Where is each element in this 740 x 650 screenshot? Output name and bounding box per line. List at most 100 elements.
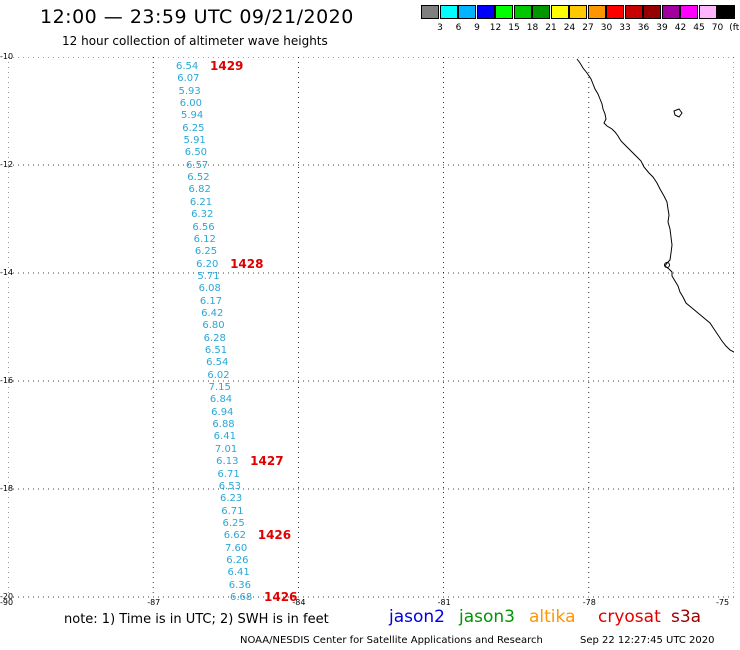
colorbar-swatch (421, 5, 439, 19)
colorbar-label: 70 (711, 23, 724, 33)
latitude-label: -14 (0, 268, 14, 277)
wave-height-value: 6.94 (211, 406, 234, 418)
satellite-legend-altika: altika (529, 607, 576, 627)
wave-height-value: 6.17 (199, 295, 223, 307)
colorbar-swatch (680, 5, 698, 19)
colorbar-swatch (550, 5, 569, 19)
colorbar-swatch (717, 5, 735, 19)
wave-height-value: 6.71 (221, 505, 244, 517)
wave-height-value: 6.42 (201, 307, 224, 319)
latitude-label: -12 (0, 160, 14, 169)
colorbar-swatch (439, 5, 458, 19)
orbit-revolution-label: 1426 (264, 590, 298, 604)
altimeter-map: -10 -12 -14 -16 -18 -20 -90 -87 -84 -81 -78 -75 6.… (0, 52, 735, 607)
longitude-label: -90 (0, 598, 14, 607)
lat-lon-grid (7, 56, 735, 598)
wave-height-value: 6.25 (182, 122, 205, 134)
colorbar-swatch (476, 5, 495, 19)
colorbar-swatch (606, 5, 624, 19)
wave-height-value: 6.68 (230, 592, 253, 603)
colorbar-label: 21 (545, 23, 557, 33)
wave-height-value: 6.82 (188, 184, 211, 196)
colorbar-label: (ft) (729, 23, 740, 33)
map-title: 12:00 — 23:59 UTC 09/21/2020 (40, 6, 354, 28)
latitude-label: -16 (0, 376, 14, 385)
wave-height-value: 5.94 (181, 110, 204, 122)
colorbar-swatch (513, 5, 532, 19)
map-subtitle: 12 hour collection of altimeter wave hei… (62, 34, 328, 48)
satellite-legend-s3a: s3a (671, 607, 702, 627)
wave-height-value: 5.71 (197, 270, 220, 282)
wave-height-value: 6.50 (184, 147, 208, 159)
colorbar-swatch (495, 5, 513, 19)
colorbar-label: 27 (582, 23, 594, 33)
map-canvas (7, 56, 735, 598)
longitude-label: -78 (582, 598, 596, 607)
colorbar-label: 42 (674, 23, 687, 33)
wave-height-value: 6.84 (209, 394, 233, 406)
footer-note: note: 1) Time is in UTC; 2) SWH is in fe… (64, 612, 329, 627)
colorbar-swatch (569, 5, 587, 19)
wave-height-value: 7.01 (214, 443, 238, 455)
colorbar-swatch (698, 5, 717, 19)
latitude-label: -20 (0, 592, 14, 601)
colorbar-label: 18 (526, 23, 539, 33)
wave-height-value: 6.52 (187, 172, 210, 184)
colorbar-label: 36 (637, 23, 650, 33)
credit-line: NOAA/NESDIS Center for Satellite Applica… (240, 635, 543, 646)
longitude-label: -84 (292, 598, 306, 607)
colorbar-swatch (532, 5, 550, 19)
wave-height-value: 6.23 (219, 493, 243, 505)
colorbar-label: 30 (600, 23, 613, 33)
longitude-label: -87 (147, 598, 161, 607)
longitude-label: -81 (437, 598, 451, 607)
wave-height-value: 6.25 (194, 246, 218, 258)
wave-height-value: 6.80 (202, 320, 225, 332)
orbit-revolution-label: 1428 (230, 256, 264, 271)
wave-height-value: 6.71 (217, 468, 240, 480)
orbit-revolution-label: 1427 (250, 454, 284, 469)
colorbar-swatch (624, 5, 643, 19)
wave-height-value: 6.53 (218, 480, 241, 492)
wave-height-value: 6.25 (222, 517, 245, 529)
wave-height-value: 6.56 (192, 221, 215, 233)
longitude-label: -75 (716, 598, 730, 607)
wave-height-value: 7.15 (208, 382, 231, 394)
wave-height-value: 6.41 (213, 431, 236, 443)
coastline (576, 58, 735, 353)
colorbar-label: 6 (455, 23, 462, 33)
colorbar-label: 9 (474, 23, 480, 33)
colorbar-label: 3 (437, 23, 443, 33)
wave-height-value: 6.57 (186, 159, 209, 171)
wave-height-value: 6.41 (227, 567, 250, 579)
wave-height-value: 6.28 (203, 332, 226, 344)
wave-height-value: 6.02 (207, 369, 230, 381)
colorbar-label: 39 (656, 23, 668, 33)
colorbar-swatch (643, 5, 661, 19)
wave-height-value: 6.13 (216, 456, 239, 468)
colorbar-swatch (458, 5, 476, 19)
wave-height-value: 6.54 (206, 357, 229, 369)
wave-height-value: 6.54 (176, 61, 199, 72)
orbit-revolution-label: 1426 (257, 528, 292, 543)
wave-height-value: 6.26 (226, 554, 249, 566)
wave-height-value: 5.91 (183, 135, 206, 147)
wave-height-value: 6.36 (228, 579, 251, 591)
colorbar-label: 33 (619, 23, 631, 33)
wave-height-value: 6.62 (223, 530, 246, 542)
wave-height-value: 6.32 (191, 209, 214, 221)
satellite-legend-cryosat: cryosat (598, 607, 661, 627)
orbit-revolution-label: 1429 (210, 59, 244, 73)
wave-height-value: 6.21 (189, 196, 213, 208)
wave-height-value: 6.07 (177, 73, 200, 85)
generation-timestamp: Sep 22 12:27:45 UTC 2020 (580, 635, 715, 646)
latitude-label: -10 (0, 52, 14, 61)
colorbar-label: 45 (693, 23, 705, 33)
wave-height-value: 6.20 (196, 258, 219, 270)
colorbar-label: 12 (489, 23, 502, 33)
wave-height-value: 6.12 (193, 233, 216, 245)
satellite-legend-jason3: jason3 (459, 607, 515, 627)
colorbar-label: 24 (563, 23, 576, 33)
wave-height-value: 6.88 (212, 419, 235, 431)
wave-height-value: 6.08 (198, 283, 221, 295)
